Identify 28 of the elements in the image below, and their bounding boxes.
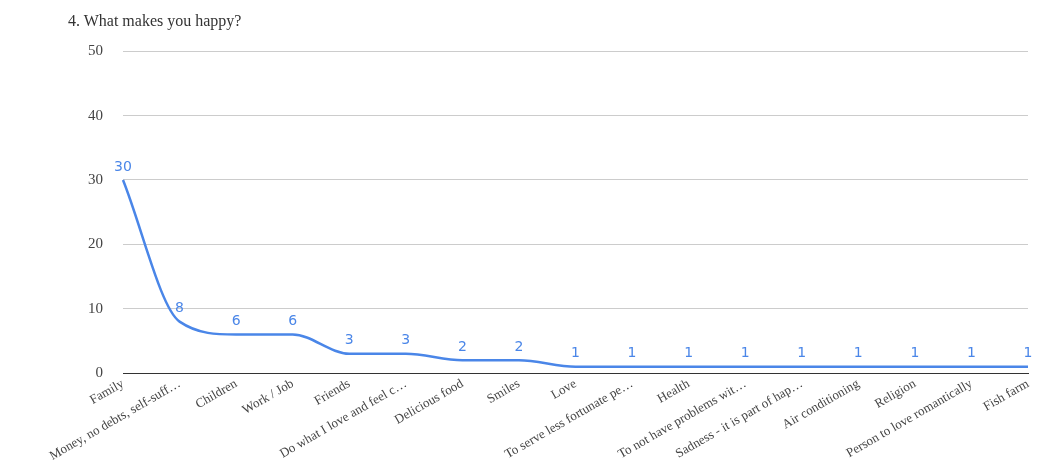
y-tick-label: 50 <box>88 42 103 59</box>
y-tick-label: 10 <box>88 299 103 316</box>
data-label: 6 <box>231 312 241 329</box>
data-label: 1 <box>797 344 807 361</box>
data-label: 1 <box>853 344 863 361</box>
y-tick-label: 20 <box>88 235 103 252</box>
y-tick-label: 0 <box>95 364 103 381</box>
y-tick-label: 30 <box>88 170 103 187</box>
data-label: 1 <box>571 344 580 361</box>
data-label: 2 <box>457 337 467 354</box>
data-label: 1 <box>627 344 637 361</box>
data-label: 3 <box>344 331 354 348</box>
data-label: 1 <box>1023 344 1033 361</box>
y-tick-label: 40 <box>88 106 103 123</box>
data-label: 6 <box>288 312 298 329</box>
data-label: 2 <box>514 337 524 354</box>
data-label: 1 <box>910 344 920 361</box>
line-series <box>121 178 1030 368</box>
x-tick-label: Fish farm <box>980 375 1032 414</box>
chart-title: 4. What makes you happy? <box>68 11 242 30</box>
data-label: 1 <box>740 344 750 361</box>
x-tick-label: Smiles <box>484 375 523 407</box>
data-label: 30 <box>114 157 132 174</box>
data-label: 3 <box>401 331 411 348</box>
data-label: 1 <box>966 344 976 361</box>
data-label: 1 <box>684 344 694 361</box>
data-label: 8 <box>175 299 185 316</box>
x-tick-label: Work / Job <box>239 375 296 417</box>
